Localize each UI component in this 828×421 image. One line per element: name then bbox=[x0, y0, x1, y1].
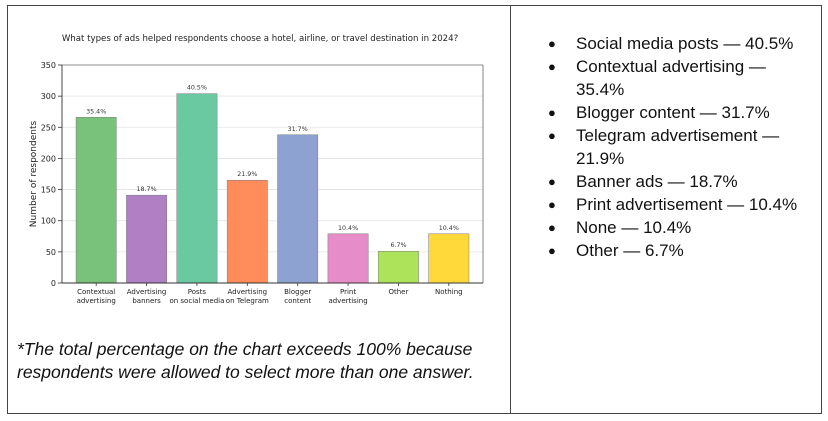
bars: 35.4% 18.7% 40.5% 21.9% 31.7% 10.4% 6.7% 10.4% bbox=[75, 85, 470, 284]
bar bbox=[126, 194, 167, 284]
bar-value-label: 31.7% bbox=[288, 126, 308, 133]
chart-container: What types of ads helped respondents cho… bbox=[10, 8, 505, 318]
x-tick-label: Other bbox=[388, 288, 408, 296]
y-tick-label: 200 bbox=[41, 154, 56, 163]
bar bbox=[75, 117, 117, 284]
x-tick-label: advertising bbox=[328, 297, 367, 305]
x-tick-label: content bbox=[284, 297, 311, 305]
y-tick-label: 300 bbox=[41, 92, 56, 101]
x-tick-label: advertising bbox=[77, 297, 116, 305]
list-item: Telegram advertisement — 21.9% bbox=[548, 124, 808, 170]
list-item: Blogger content — 31.7% bbox=[548, 101, 808, 124]
x-tick-label: on social media bbox=[169, 297, 224, 305]
list-item: None — 10.4% bbox=[548, 216, 808, 239]
bar bbox=[277, 134, 319, 284]
list-item: Banner ads — 18.7% bbox=[548, 170, 808, 193]
bar bbox=[327, 233, 369, 284]
axes: 050100150200250300350Contextualadvertisi… bbox=[41, 61, 484, 305]
bar-value-label: 35.4% bbox=[86, 108, 106, 115]
outer-frame bbox=[7, 5, 822, 414]
y-axis-label: Number of respondents bbox=[29, 121, 39, 228]
y-tick-label: 150 bbox=[41, 186, 56, 195]
list-item: Social media posts — 40.5% bbox=[548, 32, 808, 55]
bar bbox=[428, 233, 470, 284]
x-tick-label: Posts bbox=[188, 288, 207, 296]
gridlines bbox=[62, 64, 483, 284]
summary-list: Social media posts — 40.5% Contextual ad… bbox=[548, 32, 808, 262]
x-tick-label: on Telegram bbox=[226, 297, 269, 305]
chart-title: What types of ads helped respondents cho… bbox=[62, 34, 458, 44]
bar bbox=[378, 250, 419, 284]
y-tick-label: 100 bbox=[41, 217, 56, 226]
footnote: *The total percentage on the chart excee… bbox=[17, 339, 474, 382]
bar-value-label: 10.4% bbox=[338, 225, 358, 232]
x-tick-label: Advertising bbox=[228, 288, 268, 296]
column-divider bbox=[510, 5, 511, 414]
bar-value-label: 40.5% bbox=[187, 85, 207, 92]
x-tick-label: banners bbox=[132, 297, 161, 305]
y-tick-label: 0 bbox=[51, 279, 56, 288]
y-tick-label: 50 bbox=[46, 248, 56, 257]
bar-value-label: 6.7% bbox=[390, 242, 406, 249]
bar-value-label: 21.9% bbox=[237, 171, 257, 178]
x-tick-label: Advertising bbox=[127, 288, 167, 296]
list-item: Contextual advertising — 35.4% bbox=[548, 55, 808, 101]
bar bbox=[176, 93, 218, 284]
y-tick-label: 250 bbox=[41, 123, 56, 132]
x-tick-label: Nothing bbox=[435, 288, 463, 296]
bar-value-label: 10.4% bbox=[439, 225, 459, 232]
bar-chart: What types of ads helped respondents cho… bbox=[29, 34, 484, 305]
bar bbox=[226, 179, 268, 284]
list-item: Other — 6.7% bbox=[548, 239, 808, 262]
x-tick-label: Print bbox=[340, 288, 356, 296]
bar-value-label: 18.7% bbox=[137, 186, 157, 193]
x-tick-label: Contextual bbox=[77, 288, 115, 296]
x-tick-label: Blogger bbox=[284, 288, 311, 296]
list-item: Print advertisement — 10.4% bbox=[548, 193, 808, 216]
y-tick-label: 350 bbox=[41, 61, 56, 70]
